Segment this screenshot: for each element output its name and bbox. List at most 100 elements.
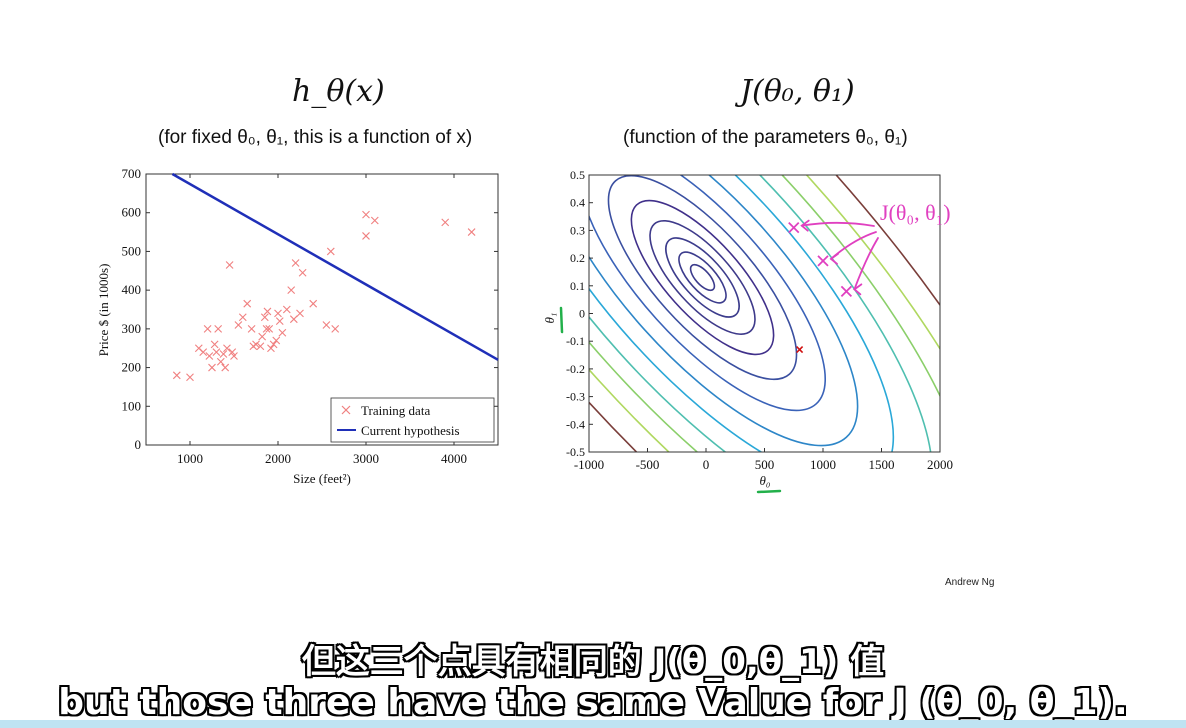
training-point: [210, 340, 219, 349]
contour-line: [589, 175, 859, 447]
training-point: [238, 313, 247, 322]
training-point: [256, 342, 265, 351]
y-tick-label: 400: [122, 282, 142, 297]
contour-line: [589, 175, 940, 452]
annotation-arrow: [853, 237, 879, 291]
training-point: [262, 324, 271, 333]
x-tick-label: 3000: [353, 451, 379, 466]
contour-line: [630, 199, 775, 356]
legend: Training data Current hypothesis: [330, 397, 495, 443]
training-point: [230, 352, 238, 360]
legend-current-hypothesis: Current hypothesis: [361, 423, 460, 438]
theta0-axis-label: θ₀: [760, 473, 771, 488]
contour-line: [649, 219, 756, 335]
training-point: [203, 324, 212, 333]
left-subtitle: (for fixed θ₀, θ₁, this is a function of…: [158, 127, 473, 148]
training-point: [326, 247, 335, 256]
annotation-arrow: [800, 221, 875, 227]
x-tick-label: 2000: [265, 451, 291, 466]
contour-line: [665, 237, 740, 318]
arrow-head: [852, 283, 863, 296]
y-tick-label: 100: [122, 398, 142, 413]
training-point: [260, 313, 269, 322]
y-tick-label: 200: [122, 360, 142, 375]
y-tick-label: -0.3: [566, 390, 585, 404]
training-point: [205, 352, 214, 360]
training-point: [265, 324, 274, 333]
arrow-head: [800, 219, 810, 232]
equal-cost-point: [788, 221, 800, 234]
hypothesis-line: [171, 172, 499, 361]
theta1-underline: [559, 306, 564, 334]
training-point: [278, 328, 287, 337]
y-tick-label: 0: [579, 307, 585, 321]
training-point: [267, 344, 275, 353]
right-title: J(θ₀, θ₁): [740, 74, 855, 109]
training-point: [219, 350, 228, 358]
caption-chinese: 但这三个点具有相同的 J(θ_0,θ_1) 值: [301, 642, 885, 682]
theta1-axis-label: θ₁: [542, 313, 557, 324]
training-point: [225, 261, 234, 269]
y-tick-label: 300: [122, 321, 142, 336]
training-point: [287, 286, 296, 295]
x-tick-label: 0: [703, 457, 710, 472]
bottom-bar: [0, 720, 1186, 728]
left-title: h_θ(x): [292, 74, 385, 109]
training-point: [221, 363, 230, 372]
training-point: [212, 348, 221, 356]
training-point: [186, 373, 194, 382]
training-point: [263, 307, 272, 316]
training-point: [216, 357, 225, 366]
contour-line: [589, 175, 934, 452]
contour-line: [589, 175, 895, 452]
training-point: [362, 232, 370, 240]
y-tick-label: 0.2: [570, 251, 585, 265]
y-tick-label: 0.5: [570, 168, 585, 182]
training-point: [234, 321, 243, 329]
theta0-underline: [756, 489, 782, 494]
x-tick-label: 1000: [810, 457, 836, 472]
y-tick-label: -0.2: [566, 362, 585, 376]
x-tick-label: 500: [755, 457, 775, 472]
x-tick-label: -500: [636, 457, 660, 472]
y-tick-label: -0.1: [566, 334, 585, 348]
training-point: [309, 299, 318, 308]
credit: Andrew Ng: [945, 577, 995, 588]
training-point: [208, 363, 216, 372]
training-point: [296, 309, 304, 318]
contour-line: [678, 251, 727, 304]
hypothesis-chart: 1000 2000 3000 4000 0 100 200 300 400 500 600 700 S…: [96, 166, 499, 486]
y-tick-label: 600: [122, 205, 142, 220]
contour-line: [607, 175, 798, 381]
equal-cost-point: [840, 285, 853, 297]
contour-line: [589, 175, 827, 412]
y-tick-label: 0.3: [570, 223, 585, 237]
x-tick-label: 4000: [441, 451, 467, 466]
equal-cost-point: [817, 255, 829, 267]
training-point: [228, 348, 237, 356]
training-point: [269, 340, 278, 349]
y-tick-label: 0.1: [570, 279, 585, 293]
training-point: [467, 228, 476, 236]
training-point: [214, 324, 223, 333]
training-point: [199, 348, 208, 356]
training-point: [252, 340, 260, 349]
y-tick-label: 0: [135, 437, 142, 452]
training-point: [282, 305, 291, 314]
training-point: [289, 315, 298, 324]
training-point: [275, 317, 284, 326]
y-tick-label: -0.5: [566, 445, 585, 459]
x-tick-label: -1000: [574, 457, 604, 472]
training-point: [331, 324, 340, 333]
training-point: [243, 299, 252, 308]
y-tick-label: 700: [122, 166, 142, 181]
training-point: [272, 336, 281, 345]
training-point: [441, 218, 450, 227]
x-tick-label: 1500: [869, 457, 895, 472]
legend-marker-scatter: [341, 405, 351, 415]
training-point: [258, 332, 267, 341]
cost-contour-chart: -1000 -500 0 500 1000 1500 2000 0.5 0.4 0.3 0.2 0.1…: [542, 168, 953, 494]
training-point: [322, 321, 331, 329]
legend-training-data: Training data: [361, 403, 430, 418]
right-subtitle: (function of the parameters θ₀, θ₁): [623, 127, 908, 148]
